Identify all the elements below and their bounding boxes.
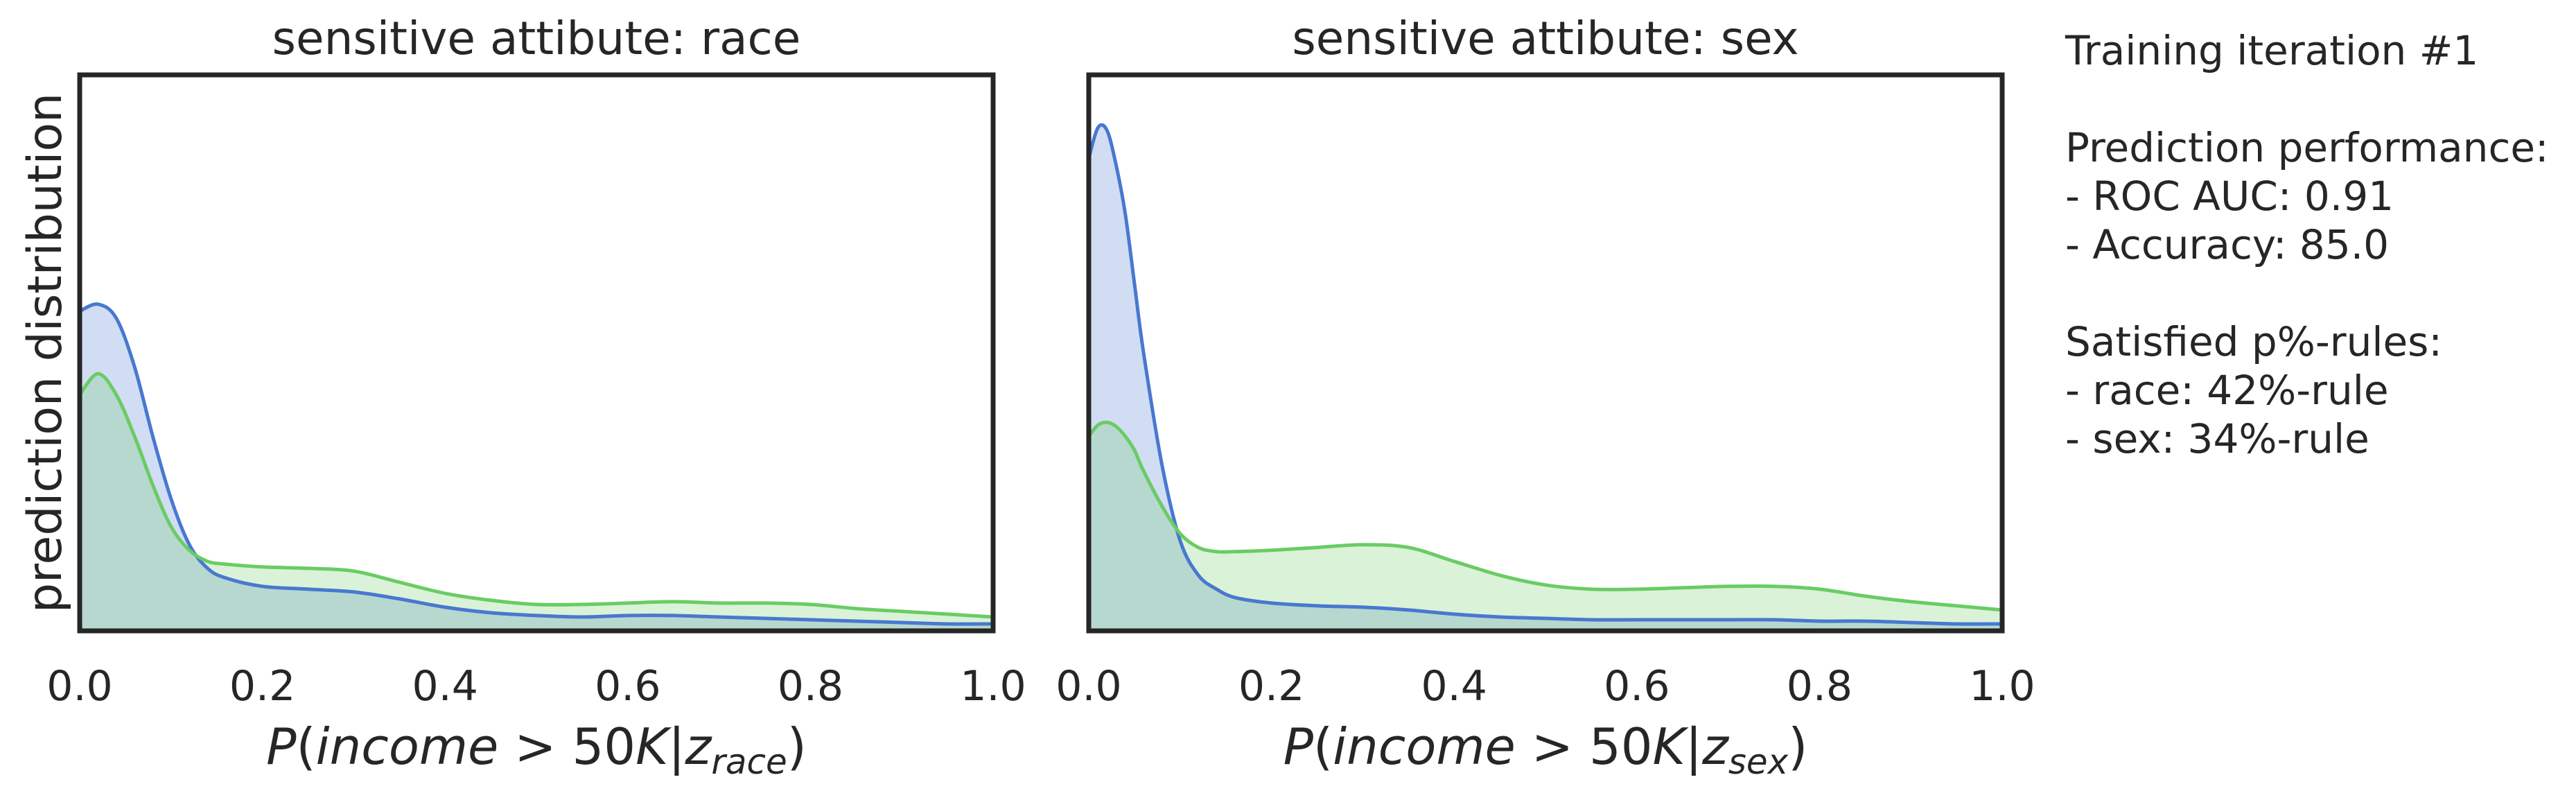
x-tick-label-sex: 0.0 bbox=[1055, 662, 1121, 711]
density-line-race-green bbox=[78, 372, 994, 619]
x-axis-label-race: P(income > 50K|zrace) bbox=[266, 718, 807, 782]
x-tick-label-sex: 0.8 bbox=[1787, 662, 1852, 711]
x-tick-label-sex: 0.2 bbox=[1238, 662, 1304, 711]
performance-header: Prediction performance: bbox=[2065, 124, 2549, 171]
race-rule-value: - race: 42%-rule bbox=[2065, 367, 2389, 414]
x-tick-label-sex: 0.6 bbox=[1604, 662, 1670, 711]
x-tick-label-race: 0.2 bbox=[229, 662, 295, 711]
x-tick-label-race: 0.8 bbox=[778, 662, 843, 711]
training-iteration: Training iteration #1 bbox=[2065, 27, 2479, 74]
density-fill-race-blue bbox=[80, 304, 993, 631]
density-fill-sex-blue bbox=[1089, 125, 2002, 631]
accuracy-value: - Accuracy: 85.0 bbox=[2065, 221, 2390, 268]
x-tick-label-race: 0.0 bbox=[46, 662, 112, 711]
density-line-sex-blue bbox=[1087, 123, 2003, 626]
sex-rule-value: - sex: 34%-rule bbox=[2065, 415, 2369, 462]
density-fill-sex-green bbox=[1089, 422, 2002, 631]
x-axis-label-sex: P(income > 50K|zsex) bbox=[1283, 718, 1808, 782]
panel-race: 0.0 0.2 0.4 0.6 0.8 1.0 sensitive attibute: r… bbox=[18, 12, 1026, 782]
density-line-sex-green bbox=[1087, 420, 2003, 612]
plot-frame-race bbox=[77, 72, 996, 634]
density-line-race-blue bbox=[78, 302, 994, 626]
chart-title-sex: sensitive attibute: sex bbox=[1292, 12, 1798, 65]
training-annotation: Training iteration #1 Prediction perform… bbox=[2065, 26, 2549, 463]
roc-auc-value: - ROC AUC: 0.91 bbox=[2065, 173, 2394, 220]
panel-sex: 0.0 0.2 0.4 0.6 0.8 1.0 sensitive attibute: s… bbox=[1055, 12, 2035, 782]
y-axis-label: prediction distribution bbox=[18, 93, 73, 613]
x-tick-label-race: 1.0 bbox=[960, 662, 1026, 711]
chart-title-race: sensitive attibute: race bbox=[272, 12, 801, 65]
x-tick-label-sex: 0.4 bbox=[1421, 662, 1487, 711]
x-tick-label-sex: 1.0 bbox=[1969, 662, 2035, 711]
density-fill-race-green bbox=[80, 374, 993, 631]
p-rules-header: Satisfied p%-rules: bbox=[2065, 318, 2442, 365]
x-tick-label-race: 0.6 bbox=[595, 662, 660, 711]
plot-frame-sex bbox=[1086, 72, 2005, 634]
x-tick-label-race: 0.4 bbox=[412, 662, 477, 711]
